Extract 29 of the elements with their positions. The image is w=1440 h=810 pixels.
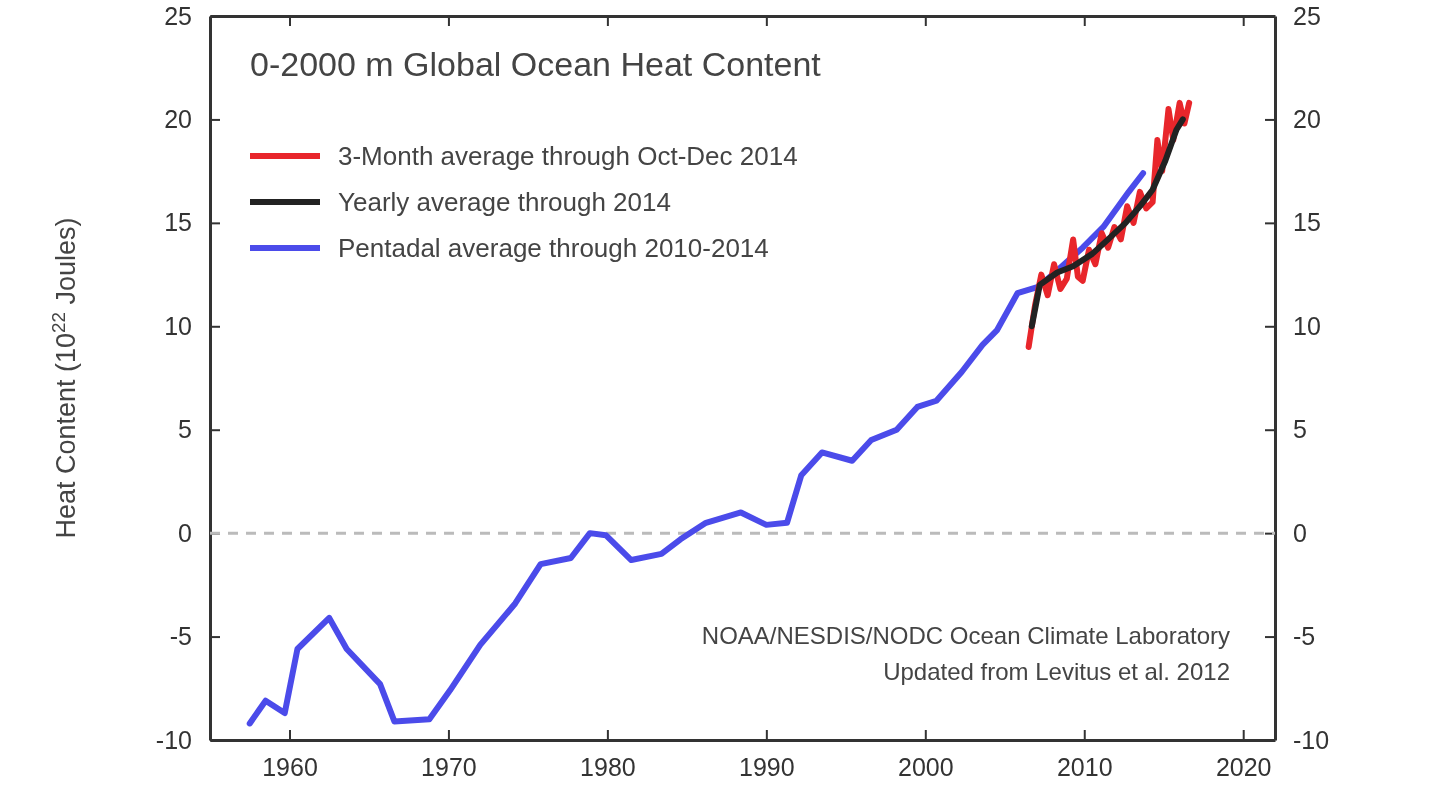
x-tick-label: 2020 — [1215, 752, 1272, 781]
y-tick-label: 0 — [178, 518, 192, 547]
y2-tick-label: 0 — [1293, 518, 1307, 547]
y-tick-label: -5 — [169, 622, 192, 651]
x-tick-label: 1970 — [421, 752, 477, 781]
y2-tick-label: 20 — [1293, 104, 1321, 133]
x-tick-label: 2010 — [1056, 752, 1113, 781]
y2-tick-label: 25 — [1293, 1, 1321, 30]
y2-tick-label: -10 — [1293, 725, 1330, 754]
legend-label: 3-Month average through Oct-Dec 2014 — [338, 141, 798, 171]
annotation: NOAA/NESDIS/NODC Ocean Climate Laboratory — [701, 622, 1230, 649]
y-tick-label: 10 — [164, 311, 192, 340]
legend-label: Yearly average through 2014 — [338, 187, 671, 217]
annotation: Updated from Levitus et al. 2012 — [883, 658, 1230, 685]
y2-tick-label: 5 — [1293, 415, 1307, 444]
y2-tick-label: 10 — [1293, 311, 1321, 340]
legend-label: Pentadal average through 2010-2014 — [338, 233, 769, 263]
y2-tick-label: -5 — [1293, 622, 1316, 651]
x-tick-label: 1960 — [262, 752, 318, 781]
text: 0-2000 m Global Ocean Heat Content — [250, 45, 822, 83]
x-tick-label: 1990 — [739, 752, 795, 781]
y-tick-label: 20 — [164, 104, 192, 133]
y-tick-label: 15 — [164, 208, 192, 237]
x-tick-label: 1980 — [580, 752, 636, 781]
y-tick-label: 5 — [178, 415, 192, 444]
y-tick-label: 25 — [164, 1, 192, 30]
x-tick-label: 2000 — [897, 752, 954, 781]
y2-tick-label: 15 — [1293, 208, 1321, 237]
y-tick-label: -10 — [155, 725, 192, 754]
